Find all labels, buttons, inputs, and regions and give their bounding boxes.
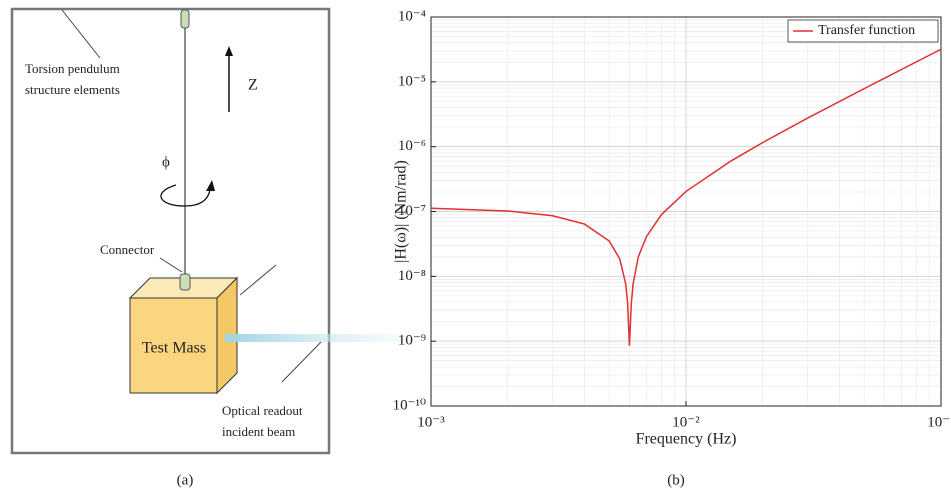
- frame: [10, 7, 331, 455]
- connector-label: Connector: [100, 242, 155, 257]
- plot-frame: [430, 16, 942, 407]
- legend-box: [787, 19, 939, 43]
- structure-label: structure elements: [25, 82, 120, 97]
- legend-label: Transfer function: [818, 23, 915, 38]
- x-tick-label: 10⁻²: [672, 414, 700, 430]
- y-tick-label: 10⁻⁶: [398, 138, 426, 154]
- y-tick-label: 10⁻⁷: [398, 203, 426, 219]
- x-axis-label: Frequency (Hz): [636, 431, 737, 448]
- top-clamp: [180, 9, 190, 29]
- rotation-arrow: [160, 184, 211, 207]
- beam: [225, 334, 413, 342]
- connector: [179, 273, 191, 291]
- mass-label: Test Mass: [142, 340, 206, 357]
- leader-line: [159, 257, 183, 273]
- y-axis-label: |H(ω)| (Nm/rad): [393, 160, 410, 263]
- diagram: Torsion pendulum structure elements Z ϕ …: [10, 7, 413, 455]
- caption: (a): [177, 472, 194, 488]
- y-tick-label: 10⁻¹⁰: [393, 397, 426, 413]
- leader-line: [239, 264, 277, 296]
- z-label: Z: [248, 77, 258, 94]
- cube-front: [129, 297, 218, 394]
- leader-line: [281, 341, 322, 383]
- x-tick-label: 10⁻³: [417, 414, 445, 430]
- leader-line: [61, 9, 101, 59]
- data-line: [430, 48, 942, 346]
- y-tick-label: 10⁻⁵: [398, 73, 426, 89]
- y-tick-label: 10⁻⁴: [398, 8, 426, 24]
- chart: 10⁻³ 10⁻² 10⁻¹ 10⁻¹⁰ 10⁻⁹ 10⁻⁸ 10⁻⁷ 10⁻⁶ 10⁻⁵ 10⁻…: [393, 8, 951, 447]
- y-tick-label: 10⁻⁹: [398, 333, 426, 349]
- z-arrowhead: [225, 46, 233, 56]
- y-tick-label: 10⁻⁸: [398, 268, 426, 284]
- beam-label: Optical readout: [222, 403, 303, 418]
- x-tick-label: 10⁻¹: [927, 414, 951, 430]
- beam-label: incident beam: [222, 424, 295, 439]
- rotation-arrowhead: [206, 180, 215, 191]
- phi-label: ϕ: [162, 154, 170, 170]
- caption: (b): [667, 472, 685, 488]
- structure-label: Torsion pendulum: [25, 61, 120, 76]
